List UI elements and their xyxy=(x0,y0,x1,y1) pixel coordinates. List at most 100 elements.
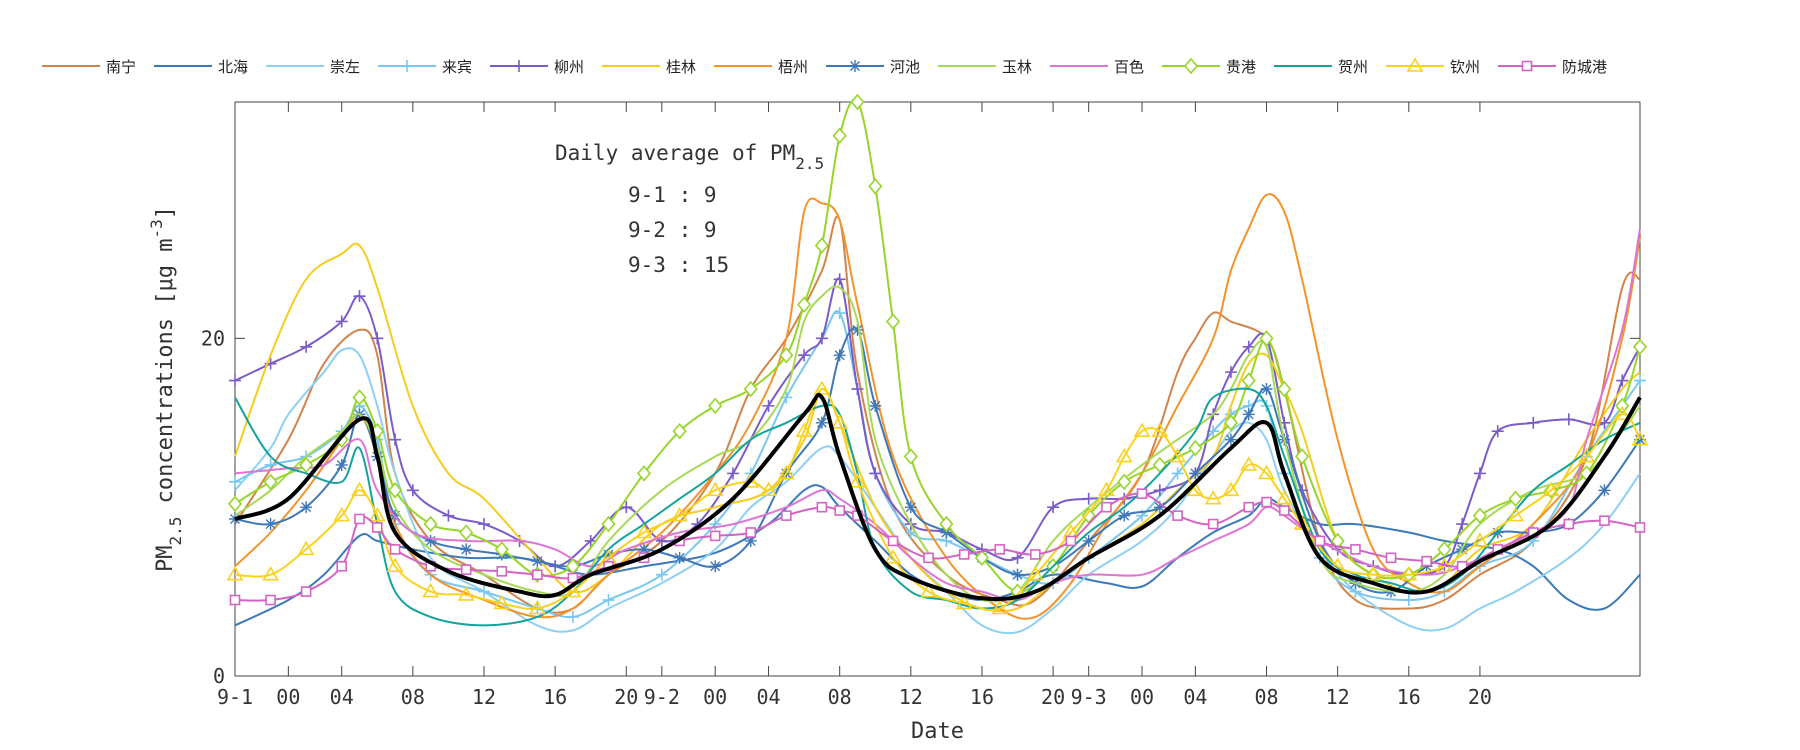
data-point xyxy=(1491,425,1504,438)
series-line xyxy=(234,99,1641,593)
series-line xyxy=(234,277,1641,576)
data-point xyxy=(1279,505,1290,516)
data-point xyxy=(336,560,348,572)
data-point xyxy=(300,340,313,353)
legend-marker xyxy=(401,60,413,72)
data-point xyxy=(708,397,723,415)
series-line xyxy=(234,285,1641,603)
legend-item: 梧州 xyxy=(714,58,808,76)
data-point xyxy=(923,552,934,564)
data-point xyxy=(833,307,846,320)
data-point xyxy=(494,541,509,558)
data-point xyxy=(1385,552,1397,564)
data-point xyxy=(1634,433,1646,446)
data-point xyxy=(352,389,367,406)
x-tick-label: 00 xyxy=(703,685,727,709)
data-point xyxy=(1118,509,1131,522)
data-point xyxy=(263,473,278,491)
y-tick-label: 0 xyxy=(213,664,225,688)
data-point xyxy=(299,456,314,474)
data-point xyxy=(1599,515,1610,526)
data-point xyxy=(424,534,437,547)
data-point xyxy=(636,465,652,482)
data-point xyxy=(1314,535,1326,547)
data-point xyxy=(869,399,882,412)
series-2 xyxy=(234,484,1641,627)
data-point xyxy=(1275,490,1293,505)
data-point xyxy=(531,555,544,568)
data-point xyxy=(229,374,241,387)
legend-item: 河池 xyxy=(826,58,920,76)
data-point xyxy=(1186,481,1204,497)
legend-marker xyxy=(1183,57,1199,75)
data-point xyxy=(1598,484,1611,497)
x-tick-label: 08 xyxy=(401,685,425,709)
data-point xyxy=(1011,568,1024,581)
data-point xyxy=(1047,501,1060,514)
legend-marker xyxy=(849,60,861,72)
x-tick-label: 00 xyxy=(1130,685,1154,709)
data-point xyxy=(1117,473,1132,491)
x-tick-label: 04 xyxy=(756,685,780,709)
data-point xyxy=(673,551,686,564)
x-tick-label: 9-3 xyxy=(1071,685,1107,709)
data-point xyxy=(745,527,757,538)
data-point xyxy=(1207,518,1219,530)
x-tick-label: 12 xyxy=(899,685,923,709)
data-point xyxy=(262,566,279,581)
data-point xyxy=(994,544,1006,555)
data-point xyxy=(1364,566,1382,581)
data-point xyxy=(1026,566,1044,581)
data-point xyxy=(226,566,244,581)
data-point xyxy=(991,599,1009,615)
annotation-line: 9-1 : 9 xyxy=(628,183,717,207)
series-line xyxy=(234,326,1641,594)
y-title-unit: concentrations [μg m xyxy=(153,238,178,516)
data-point xyxy=(1172,510,1183,521)
data-point xyxy=(620,501,633,514)
data-point xyxy=(1243,501,1255,513)
legend-item: 柳州 xyxy=(490,58,584,76)
legend-label: 梧州 xyxy=(778,58,808,76)
x-tick-label: 08 xyxy=(828,685,852,709)
x-tick-label: 16 xyxy=(543,685,567,709)
data-point xyxy=(1613,405,1631,421)
legend-label: 南宁 xyxy=(106,58,136,76)
data-point xyxy=(1082,492,1095,505)
data-point xyxy=(368,507,386,522)
data-point xyxy=(709,530,721,542)
data-point xyxy=(1151,422,1169,438)
x-tick-label: 12 xyxy=(472,685,496,709)
legend-item: 百色 xyxy=(1050,58,1144,76)
data-point xyxy=(1030,549,1041,560)
y-axis: 0 20 xyxy=(201,326,1640,688)
data-point xyxy=(1171,467,1184,480)
data-point xyxy=(1260,383,1273,395)
data-point xyxy=(850,93,865,111)
data-point xyxy=(1101,501,1112,513)
data-point xyxy=(1562,413,1575,426)
data-point xyxy=(920,583,938,598)
x-tick-label: 20 xyxy=(1468,685,1492,709)
x-tick-label: 08 xyxy=(1254,685,1278,709)
data-point xyxy=(887,535,899,547)
legend-label: 柳州 xyxy=(554,58,584,76)
data-point xyxy=(528,599,546,615)
legend-item: 崇左 xyxy=(266,58,360,76)
series-line xyxy=(234,392,1642,602)
data-point xyxy=(1153,501,1166,514)
data-point xyxy=(1634,374,1646,387)
data-point xyxy=(833,349,846,362)
data-point xyxy=(297,540,315,556)
data-point xyxy=(496,566,508,577)
data-point xyxy=(1133,422,1151,438)
data-point xyxy=(1153,484,1166,497)
annotation-title: Daily average of PM2.5 xyxy=(555,141,824,173)
legend-marker xyxy=(513,60,525,72)
legend-label: 防城港 xyxy=(1562,58,1607,76)
annotation-line: 9-3 : 15 xyxy=(628,253,729,277)
data-point xyxy=(1473,467,1486,480)
data-point xyxy=(422,583,440,598)
data-point xyxy=(903,448,918,465)
data-point xyxy=(635,523,653,539)
